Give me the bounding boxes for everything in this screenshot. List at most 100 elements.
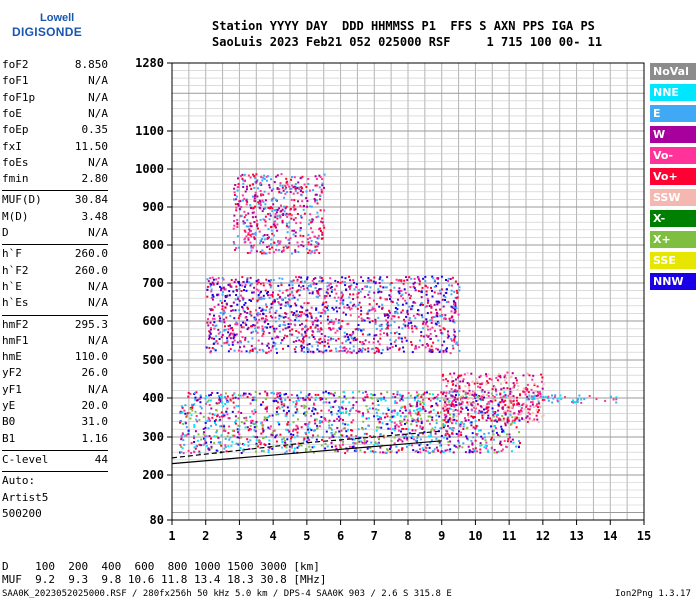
echo-point: [252, 412, 255, 415]
echo-point: [260, 193, 263, 196]
echo-point: [270, 225, 273, 228]
echo-point: [232, 333, 235, 336]
echo-point: [253, 199, 256, 202]
echo-point: [475, 378, 478, 381]
echo-point: [416, 313, 419, 316]
echo-point: [304, 405, 307, 408]
echo-point: [456, 382, 459, 385]
footer-muf-row: MUF 9.2 9.3 9.8 10.6 11.8 13.4 18.3 30.8…: [2, 573, 327, 586]
echo-point: [307, 233, 310, 236]
echo-point: [300, 276, 303, 279]
echo-point: [382, 397, 385, 400]
echo-point: [409, 308, 412, 311]
echo-point: [429, 410, 432, 413]
echo-point: [193, 403, 196, 406]
echo-point: [226, 407, 229, 410]
echo-point: [282, 214, 284, 216]
echo-point: [207, 280, 210, 283]
echo-point: [461, 397, 464, 400]
echo-point: [262, 207, 265, 210]
echo-point: [324, 305, 327, 308]
echo-point: [237, 349, 240, 352]
echo-point: [500, 388, 503, 391]
echo-point: [400, 448, 403, 451]
echo-point: [361, 415, 364, 418]
echo-point: [388, 314, 390, 317]
echo-point: [430, 316, 433, 319]
echo-point: [321, 421, 324, 424]
echo-point: [431, 326, 434, 329]
echo-point: [247, 429, 250, 432]
echo-point: [419, 442, 422, 445]
echo-point: [276, 407, 278, 410]
param-value: 8.850: [74, 58, 108, 71]
echo-point: [294, 190, 297, 193]
echo-point: [352, 332, 355, 335]
echo-point: [422, 322, 424, 325]
echo-point: [486, 380, 489, 383]
echo-point: [256, 331, 259, 334]
echo-point: [451, 400, 454, 403]
echo-point: [526, 395, 529, 398]
echo-point: [538, 409, 540, 412]
y-tick-label: 80: [150, 513, 164, 527]
echo-point: [403, 437, 406, 440]
echo-point: [243, 180, 246, 183]
echo-point: [250, 314, 253, 317]
param-value: N/A: [88, 155, 108, 169]
echo-point: [519, 413, 522, 416]
echo-point: [411, 308, 414, 311]
echo-point: [509, 412, 511, 414]
echo-point: [547, 399, 550, 402]
echo-point: [457, 283, 459, 286]
echo-point: [454, 400, 457, 403]
echo-point: [362, 420, 365, 423]
echo-point: [429, 328, 432, 331]
echo-point: [296, 279, 299, 282]
echo-point: [486, 403, 489, 406]
echo-point: [314, 184, 317, 187]
echo-point: [296, 408, 298, 411]
echo-point: [315, 193, 318, 196]
echo-point: [267, 206, 270, 209]
echo-point: [451, 315, 454, 318]
echo-point: [490, 436, 493, 439]
echo-point: [233, 339, 236, 342]
echo-point: [447, 277, 450, 280]
echo-point: [258, 306, 261, 309]
echo-point: [290, 445, 293, 447]
echo-point: [316, 245, 319, 248]
echo-point: [261, 327, 264, 330]
echo-point: [511, 387, 514, 389]
echo-point: [245, 235, 248, 238]
echo-point: [223, 414, 226, 417]
echo-point: [504, 422, 507, 425]
echo-point: [440, 435, 443, 437]
echo-point: [395, 401, 398, 404]
echo-point: [319, 337, 322, 340]
echo-point: [271, 414, 274, 417]
echo-point: [373, 291, 376, 294]
echo-point: [236, 303, 239, 306]
echo-point: [375, 411, 378, 414]
echo-point: [316, 434, 319, 437]
echo-point: [237, 431, 239, 434]
echo-point: [250, 331, 253, 334]
echo-point: [253, 429, 256, 432]
echo-point: [281, 406, 284, 409]
echo-point: [249, 415, 251, 418]
echo-point: [313, 251, 316, 254]
echo-point: [293, 348, 296, 351]
echo-point: [460, 421, 463, 424]
echo-point: [278, 190, 281, 193]
echo-point: [327, 336, 330, 338]
echo-point: [393, 436, 396, 439]
echo-point: [458, 375, 461, 378]
echo-point: [407, 324, 409, 327]
echo-point: [250, 188, 253, 190]
echo-point: [289, 187, 292, 190]
echo-point: [365, 432, 368, 435]
echo-point: [408, 444, 411, 446]
echo-point: [220, 444, 223, 447]
echo-point: [307, 243, 310, 246]
